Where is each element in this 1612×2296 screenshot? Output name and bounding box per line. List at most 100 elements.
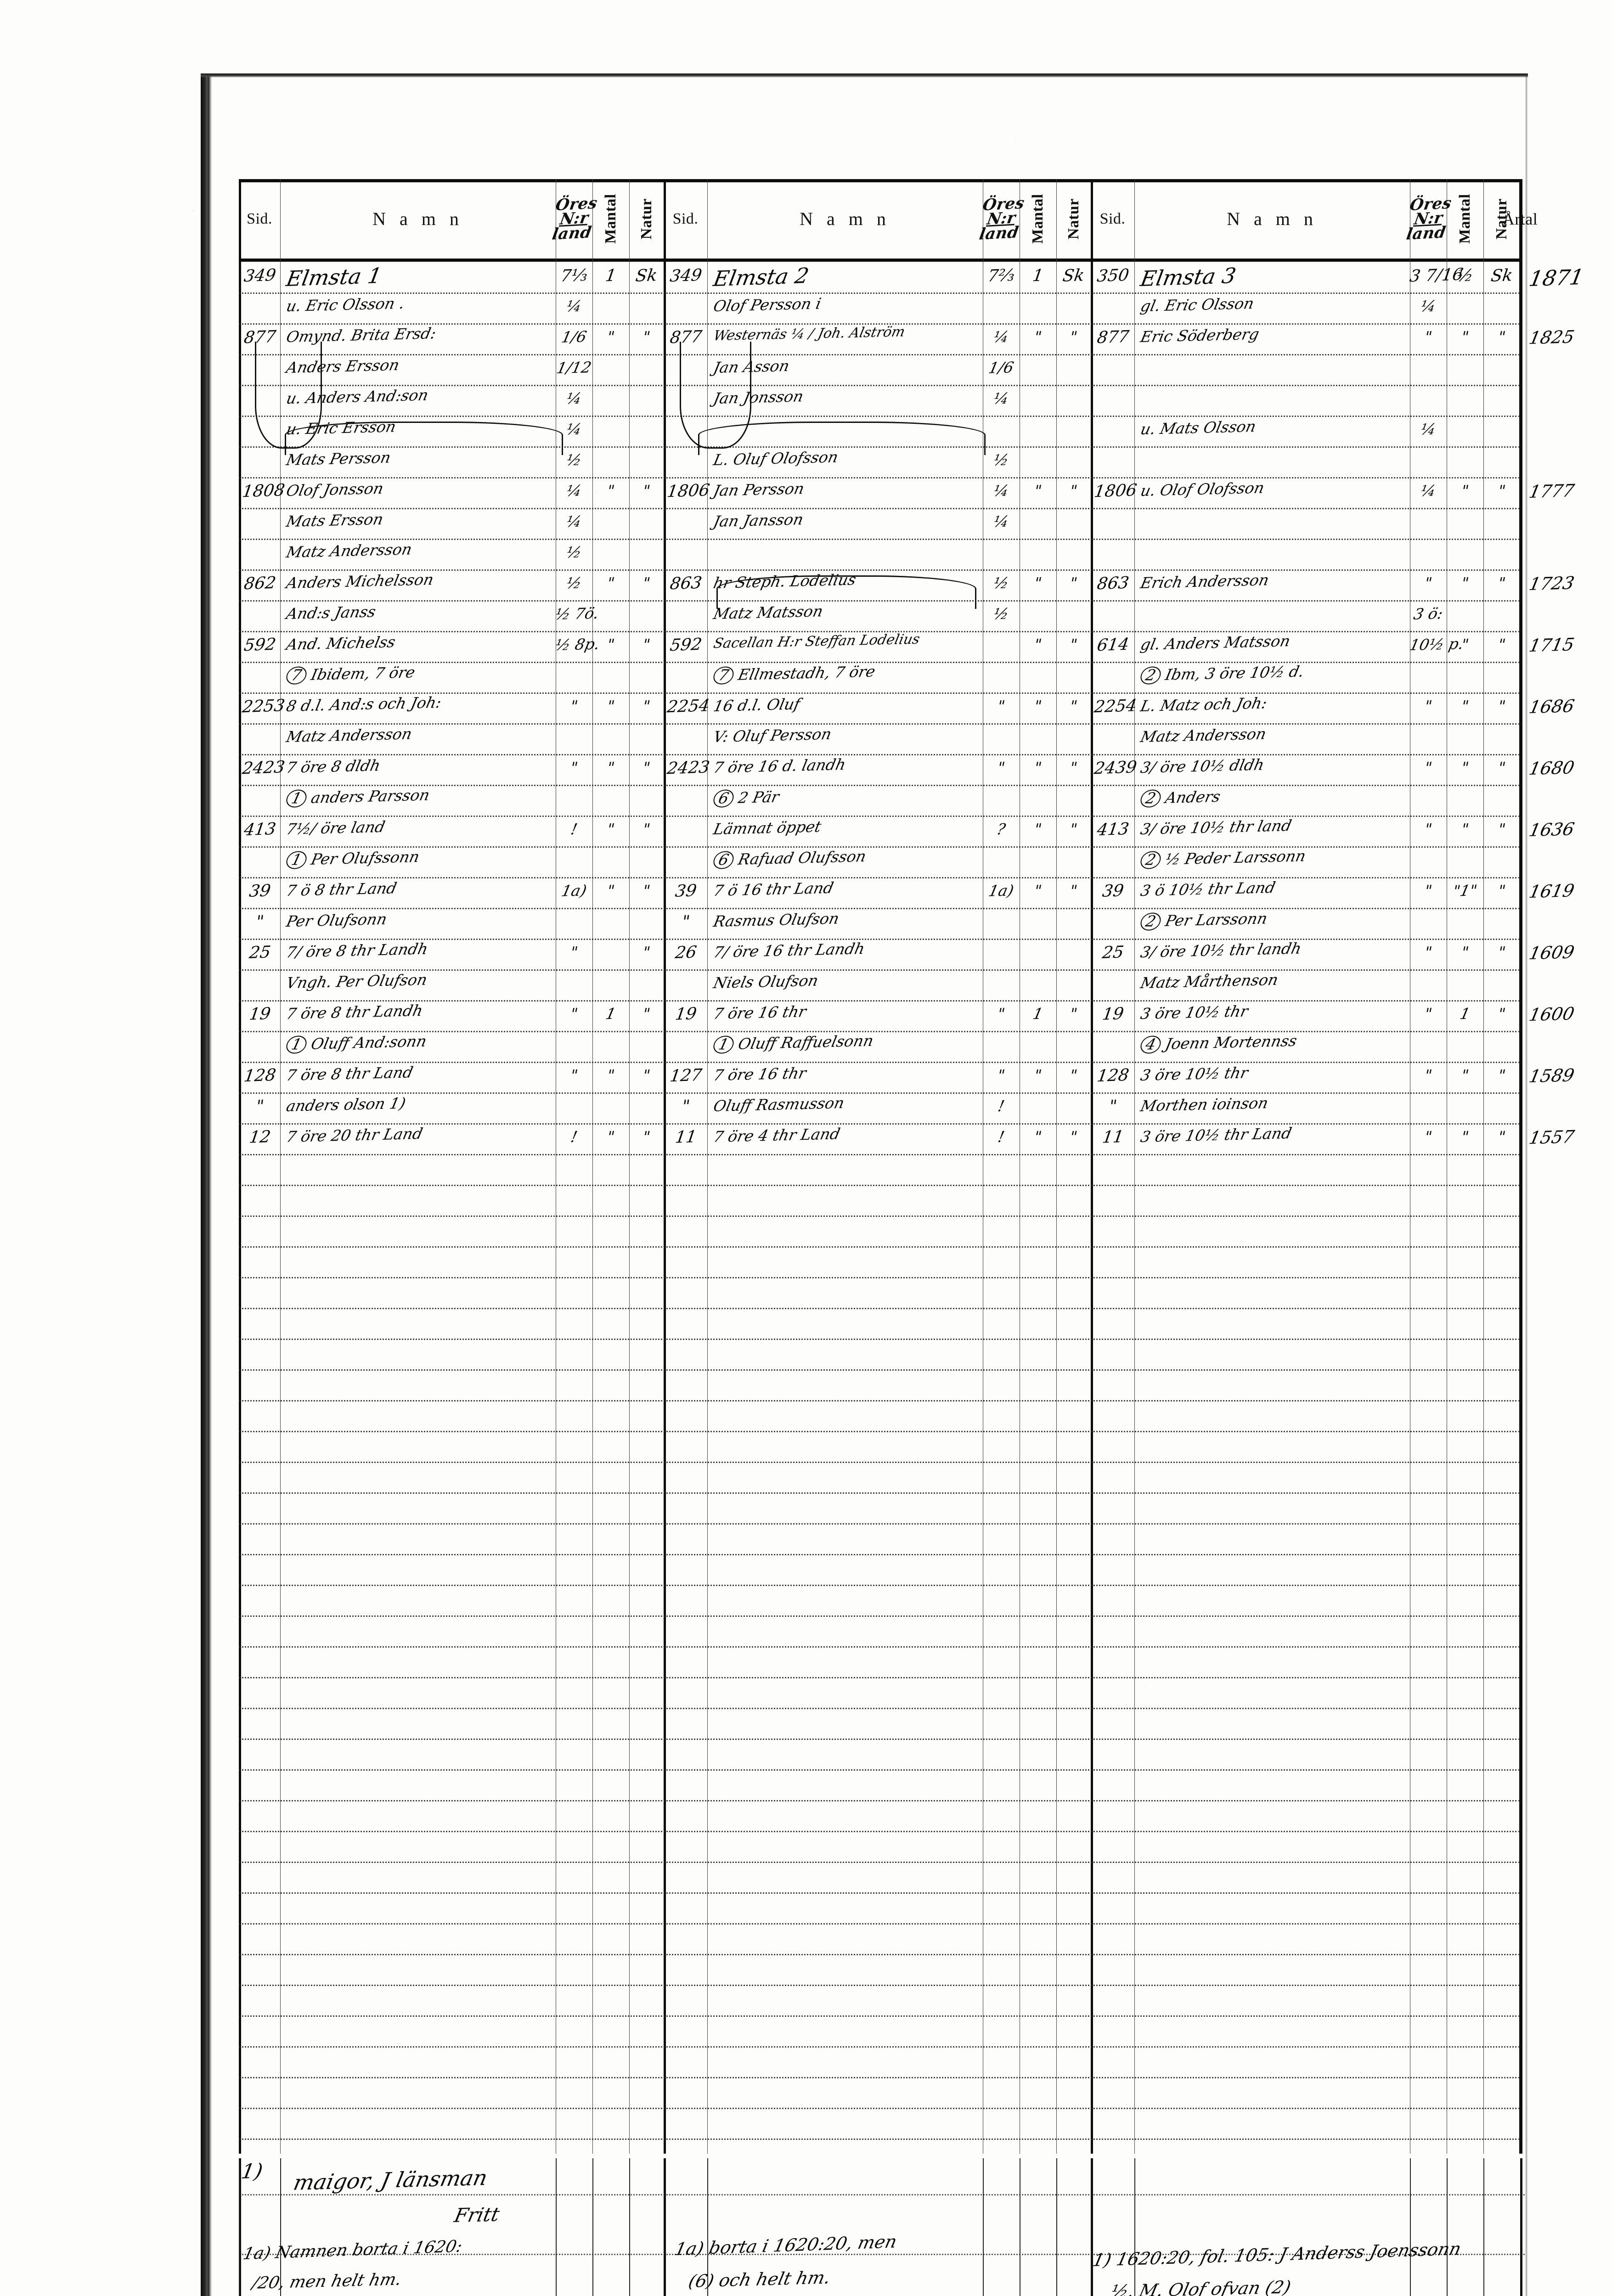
cell-namn-1-r24: 7 öre 8 thr Landh (284, 1001, 425, 1023)
cell-namn-1-r1: u. Eric Olsson . (284, 294, 406, 315)
cell-sid-1-r7: 1808 (241, 481, 286, 501)
cell-ores-3-r11: 3 ö: (1412, 604, 1445, 623)
cell-namn-1-r10: Anders Michelsson (284, 570, 435, 592)
cell-mantal-2-r16: " (1032, 758, 1043, 777)
cell-artal-r22: 1609 (1527, 942, 1576, 963)
footnote-vrule-ores3 (1410, 2158, 1411, 2296)
cell-mantal-3-r20: "1" (1451, 881, 1479, 900)
footnote-rule-lower (239, 2254, 1525, 2255)
cell-sid-1-r0: 349 (242, 265, 277, 286)
cell-natur-3-r20: " (1496, 881, 1507, 900)
cell-namn-3-r1: gl. Eric Olsson (1139, 294, 1256, 315)
cell-mantal-1-r12: " (605, 635, 616, 654)
cell-mantal-2-r14: " (1032, 697, 1043, 715)
cell-mantal-2-r24: 1 (1031, 1004, 1045, 1023)
header-ores-nr-land-1: Öres N:r land (551, 193, 599, 243)
cell-mantal-2-r10: " (1032, 574, 1043, 592)
cell-namn-2-r28: 7 öre 4 thr Land (711, 1125, 842, 1146)
cell-mantal-3-r16: " (1460, 758, 1471, 777)
cell-sid-3-r2: 877 (1096, 327, 1130, 348)
cell-ores-1-r3: 1/12 (555, 358, 593, 377)
cell-mantal-3-r2: " (1460, 327, 1471, 346)
cell-mantal-3-r28: " (1460, 1127, 1471, 1146)
row-rule (239, 1985, 1520, 1986)
cell-mantal-1-r2: " (605, 327, 616, 346)
row-rule (239, 662, 1520, 663)
cell-sid-2-r20: 39 (674, 881, 698, 901)
row-rule (239, 1892, 1520, 1894)
cell-namn-3-r2: Eric Söderberg (1139, 325, 1261, 346)
cell-namn-1-r11: And:s Janss (284, 602, 378, 623)
cell-mantal-2-r0: 1 (1031, 266, 1045, 286)
header-bottom-rule (239, 259, 1520, 262)
cell-natur-3-r0: Sk (1489, 266, 1514, 286)
footnote-vrule-artal (1520, 2158, 1522, 2296)
row-rule (239, 2077, 1520, 2078)
cell-ores-3-r2: " (1423, 327, 1434, 346)
cell-ores-2-r14: " (996, 697, 1007, 715)
cell-ores-1-r14: " (569, 697, 580, 715)
cell-ores-2-r18: ? (995, 820, 1007, 838)
cell-artal-r18: 1636 (1527, 819, 1576, 840)
row-rule (239, 939, 1520, 940)
row-rule (239, 1308, 1520, 1309)
cell-namn-1-r28: 7 öre 20 thr Land (284, 1124, 424, 1146)
cell-natur-2-r7: " (1068, 481, 1079, 500)
row-rule (239, 1277, 1520, 1278)
cell-ores-3-r20: " (1423, 881, 1434, 900)
cell-natur-3-r14: " (1496, 697, 1507, 715)
cell-ores-2-r3: 1/6 (987, 358, 1015, 377)
cell-ores-3-r0: 3 7/16 (1408, 265, 1465, 286)
footnote-vrule-y (239, 2158, 240, 2296)
cell-mantal-1-r24: 1 (604, 1004, 618, 1023)
cell-namn-1-r9: Matz Andersson (284, 540, 414, 561)
cell-artal-r28: 1557 (1527, 1126, 1576, 1148)
row-rule (239, 508, 1520, 509)
cell-sid-3-r24: 19 (1101, 1004, 1125, 1024)
row-rule (239, 2108, 1520, 2109)
cell-sid-1-r26: 128 (242, 1065, 277, 1086)
cell-namn-2-r8: Jan Jansson (711, 510, 805, 530)
cell-namn-2-r23: Niels Olufson (711, 971, 820, 992)
cell-namn-3-r18: 3/ öre 10½ thr land (1139, 816, 1293, 838)
row-rule (239, 354, 1520, 355)
cell-sid-3-r27: " (1108, 1097, 1118, 1116)
cell-sid-1-r24: 19 (248, 1004, 272, 1024)
cell-ores-1-r22: " (569, 943, 580, 962)
footnote-left-a: 1a) Namnen borta i 1620: (241, 2237, 464, 2263)
row-rule (239, 1185, 1520, 1186)
row-rule (239, 1739, 1520, 1740)
cell-sid-1-r14: 2253 (241, 696, 286, 717)
cell-sid-3-r10: 863 (1096, 573, 1130, 594)
cell-sid-2-r14: 2254 (665, 696, 711, 717)
cell-artal-r7: 1777 (1527, 480, 1576, 502)
cell-mantal-2-r2: " (1032, 327, 1043, 346)
col-rule-group-end-1 (664, 179, 666, 2154)
cell-namn-1-r15: Matz Andersson (284, 725, 414, 746)
cell-namn-2-r18: Lämnat öppet (711, 817, 823, 838)
cell-natur-3-r18: " (1496, 820, 1507, 838)
row-rule (239, 877, 1520, 878)
cell-natur-3-r2: " (1496, 327, 1507, 346)
cell-namn-2-r25: 1 Oluff Raffuelsonn (711, 1032, 875, 1054)
brace-group1-lower (285, 422, 563, 456)
cell-natur-2-r24: " (1068, 1004, 1079, 1023)
cell-sid-2-r0: 349 (669, 265, 703, 286)
cell-namn-1-r8: Mats Ersson (284, 510, 385, 530)
cell-namn-1-r17: 1 anders Parsson (284, 786, 431, 808)
col-rule-namn-3 (1134, 179, 1135, 2154)
cell-sid-2-r27: " (681, 1097, 691, 1116)
row-rule (239, 1062, 1520, 1063)
cell-namn-3-r15: Matz Andersson (1139, 725, 1268, 746)
cell-natur-1-r18: " (641, 820, 652, 838)
footnote-vrule-sid2 (707, 2158, 708, 2296)
cell-namn-3-r14: L. Matz och Joh: (1139, 694, 1269, 715)
cell-ores-3-r18: " (1423, 820, 1434, 838)
cell-namn-3-r0: Elmsta 3 (1139, 263, 1238, 291)
cell-ores-3-r26: " (1423, 1066, 1434, 1085)
cell-natur-1-r10: " (641, 574, 652, 592)
cell-ores-3-r14: " (1423, 697, 1434, 715)
row-rule (239, 1585, 1520, 1586)
row-rule (239, 1031, 1520, 1032)
row-rule (239, 323, 1520, 325)
